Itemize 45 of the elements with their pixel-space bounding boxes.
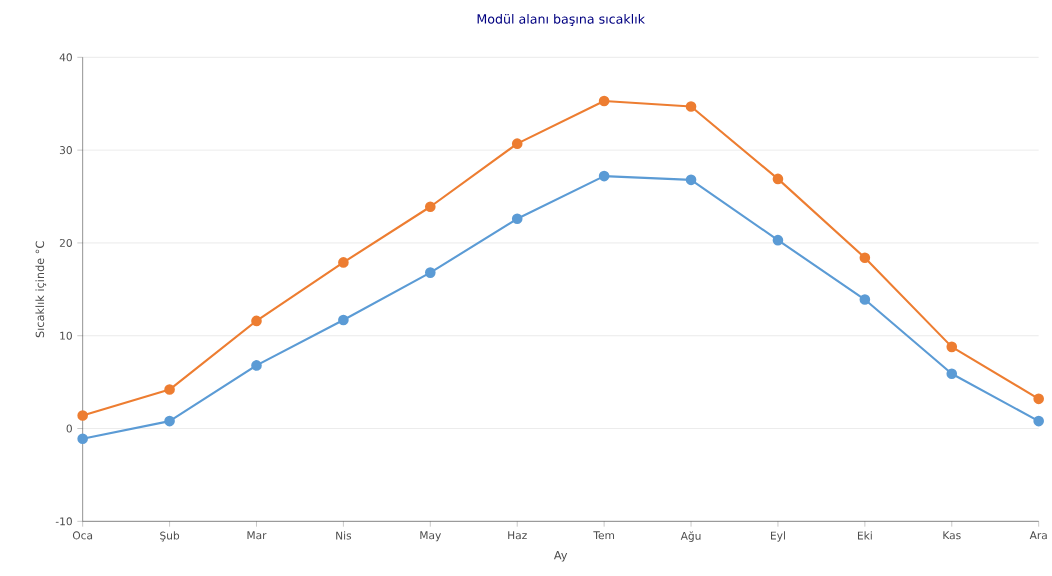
point <box>77 433 88 445</box>
chart-title: Modül alanı başına sıcaklık <box>477 13 645 26</box>
x-tick-label: Mar <box>247 531 267 540</box>
point <box>338 257 349 268</box>
point <box>685 174 697 186</box>
point <box>338 314 349 326</box>
point <box>946 341 958 353</box>
point <box>772 173 784 185</box>
x-tick-label: Ağu <box>680 531 701 542</box>
point <box>251 360 262 371</box>
x-tick-label: Eyl <box>771 531 785 542</box>
x-axis-title: Ay <box>553 551 568 562</box>
point <box>772 234 784 246</box>
y-tick-label: 0 <box>66 424 72 433</box>
point <box>859 252 871 264</box>
point <box>424 267 436 278</box>
x-tick-label: Tem <box>593 531 615 540</box>
x-tick-label: Ara <box>1029 531 1047 540</box>
point <box>859 294 871 305</box>
x-tick-label: Haz <box>508 531 527 540</box>
x-tick-label: Oca <box>72 531 93 540</box>
y-axis-title: Sıcaklık içinde °C <box>35 241 47 338</box>
y-tick-label: 30 <box>59 146 72 155</box>
x-tick-label: Nis <box>336 531 352 540</box>
point <box>164 384 175 395</box>
x-tick-label: Kas <box>943 531 961 540</box>
x-tick-label: May <box>420 531 441 542</box>
point <box>77 410 88 421</box>
point <box>946 368 958 380</box>
point <box>251 315 262 327</box>
y-tick-label: 20 <box>59 238 72 247</box>
point <box>598 95 610 107</box>
y-tick-label: 10 <box>60 331 72 340</box>
y-tick-label: 40 <box>59 53 72 62</box>
point <box>1033 415 1044 427</box>
point <box>598 170 610 182</box>
x-tick-label: Şub <box>160 531 180 542</box>
point <box>685 101 697 112</box>
point <box>1033 393 1044 405</box>
point <box>164 415 175 427</box>
point <box>424 201 436 213</box>
x-tick-label: Eki <box>857 531 872 540</box>
y-tick-label: -10 <box>55 517 72 526</box>
point <box>511 213 523 225</box>
point <box>511 138 523 149</box>
